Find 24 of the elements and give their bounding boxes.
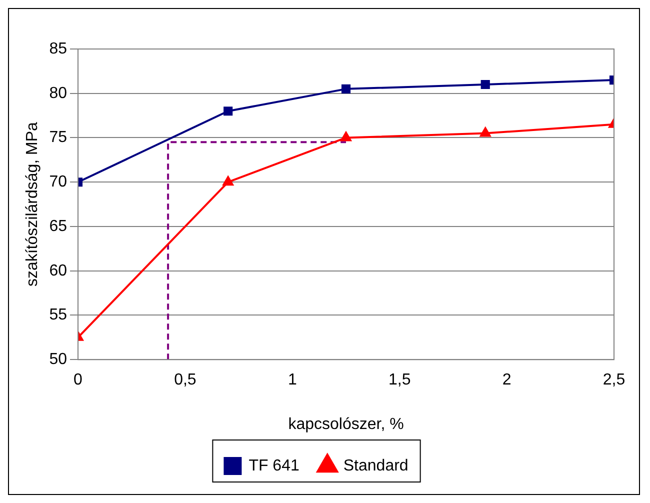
y-axis-title: szakítószilárdság, MPa xyxy=(24,122,42,287)
legend-label: TF 641 xyxy=(248,457,300,474)
point xyxy=(480,127,491,137)
y-tick-label: 65 xyxy=(49,218,68,235)
point xyxy=(224,106,233,116)
x-tick-label: 1,5 xyxy=(388,372,411,389)
legend-label: Standard xyxy=(343,457,408,474)
y-tick-label: 50 xyxy=(49,351,68,368)
point xyxy=(480,80,490,90)
y-tick-label: 70 xyxy=(49,174,68,191)
y-tick-label: 75 xyxy=(49,129,68,146)
x-tick-label: 2 xyxy=(502,372,512,389)
y-tick-label: 80 xyxy=(49,84,68,102)
y-tick-label: 55 xyxy=(49,306,68,324)
point xyxy=(222,176,234,186)
y-tick-label: 85 xyxy=(49,40,68,58)
point xyxy=(340,132,352,142)
x-tick-label: 1 xyxy=(288,372,297,389)
x-axis-title: kapcsolószer, % xyxy=(288,416,404,433)
x-tick-label: 0 xyxy=(74,372,83,389)
y-tick-label: 60 xyxy=(49,262,68,280)
point xyxy=(341,84,351,94)
x-tick-label: 0,5 xyxy=(174,372,196,389)
x-tick-label: 2,5 xyxy=(602,372,626,389)
